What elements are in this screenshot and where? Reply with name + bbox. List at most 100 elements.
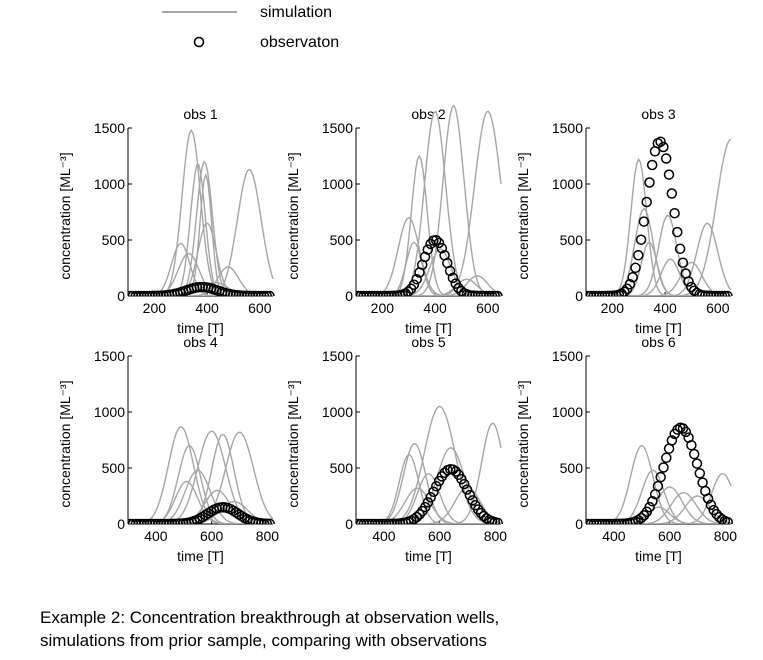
observation-point (364, 518, 375, 524)
simulation-line (356, 472, 501, 524)
observation-point (133, 290, 144, 296)
observation-point (655, 136, 666, 147)
observation-point (161, 518, 172, 524)
observation-point (369, 518, 381, 524)
observation-point (677, 423, 689, 434)
observation-point (652, 480, 664, 492)
y-tick-label: 1500 (552, 348, 583, 364)
chart-title: obs 4 (183, 334, 217, 350)
x-tick-label: 600 (476, 300, 500, 316)
observation-point (372, 290, 383, 296)
observation-point (711, 508, 722, 520)
simulation-line (128, 168, 274, 296)
simulation-line (128, 160, 273, 296)
y-axis-label: concentration [ML⁻³] (57, 152, 73, 279)
observation-point (666, 188, 678, 199)
simulation-line (586, 261, 732, 296)
x-tick-label: 200 (371, 300, 395, 316)
observation-point (253, 290, 264, 296)
y-tick-label: 0 (117, 288, 125, 304)
simulation-line (128, 163, 273, 296)
observation-point (660, 153, 672, 164)
observation-point (155, 518, 167, 524)
observation-point (492, 517, 503, 524)
observation-point (233, 509, 245, 520)
observation-point (697, 477, 708, 488)
observation-point (722, 290, 733, 296)
chart-panel: obs 6 0 500 1000 1500 400 600 800 time [T] concen… (515, 334, 737, 564)
observation-point (658, 141, 669, 153)
x-tick-label: 200 (601, 300, 625, 316)
y-tick-label: 1000 (552, 176, 583, 192)
simulation-line (356, 275, 502, 296)
observation-point (411, 511, 423, 523)
simulation-line (586, 258, 731, 296)
plot-area (356, 104, 503, 296)
simulation-line (586, 241, 731, 296)
observation-point (447, 464, 459, 475)
observation-point (444, 265, 456, 277)
plot-area (586, 136, 733, 296)
observation-point (128, 290, 139, 296)
observation-point (630, 262, 641, 274)
y-axis-label: concentration [ML⁻³] (285, 380, 301, 507)
x-tick-label: 400 (144, 528, 168, 544)
simulation-line (586, 207, 731, 296)
observation-point (255, 290, 267, 296)
breakthrough-figure: simulation observaton obs 1 0 500 1000 1500 2… (57, 4, 737, 564)
chart-title: obs 6 (641, 334, 675, 350)
panels: obs 1 0 500 1000 1500 200 400 600 time [T] concen… (57, 104, 737, 564)
x-tick-label: 400 (602, 528, 626, 544)
observation-point (475, 507, 487, 519)
observation-point (661, 452, 672, 464)
observation-point (627, 272, 638, 283)
observation-point (663, 169, 675, 180)
observation-point (713, 290, 725, 296)
x-tick-label: 600 (248, 300, 272, 316)
x-tick-label: 400 (423, 300, 447, 316)
observation-point (644, 501, 655, 513)
plot-area (128, 425, 275, 524)
observation-point (133, 518, 144, 524)
observation-point (361, 290, 372, 296)
observation-point (141, 290, 153, 296)
caption-line-1: Example 2: Concentration breakthrough at… (40, 608, 500, 627)
observation-point (586, 290, 594, 296)
y-tick-label: 1500 (322, 348, 353, 364)
observation-point (719, 515, 731, 524)
simulation-line (356, 110, 502, 296)
observation-point (588, 518, 600, 524)
observation-point (428, 486, 439, 498)
observation-point (453, 282, 464, 294)
y-tick-label: 1000 (552, 404, 583, 420)
observation-point (464, 489, 476, 501)
chart-panel: obs 3 0 500 1000 1500 200 400 600 time [T] concen… (515, 106, 733, 336)
observation-point (594, 518, 605, 524)
simulation-line (356, 278, 501, 296)
simulation-line (356, 154, 501, 296)
simulation-line (128, 222, 273, 296)
y-tick-label: 500 (330, 232, 354, 248)
legend-observation-label: observaton (260, 34, 339, 51)
simulation-line (128, 425, 273, 524)
observation-point (683, 276, 694, 287)
y-tick-label: 0 (117, 516, 125, 532)
y-tick-label: 1500 (94, 348, 125, 364)
observation-point (456, 285, 467, 296)
observation-point (669, 207, 680, 219)
observation-point (261, 290, 272, 296)
observation-point (596, 518, 608, 524)
simulation-line (356, 248, 501, 296)
y-tick-label: 500 (560, 232, 584, 248)
y-tick-label: 500 (102, 460, 126, 476)
observation-point (250, 290, 261, 296)
observation-point (378, 518, 389, 524)
observation-point (481, 290, 492, 296)
observation-point (150, 518, 161, 524)
x-tick-label: 400 (372, 528, 396, 544)
observation-point (646, 159, 658, 171)
observation-point (492, 290, 503, 296)
chart-title: obs 2 (411, 106, 445, 122)
observation-point (708, 290, 719, 296)
y-axis-label: concentration [ML⁻³] (515, 152, 531, 279)
